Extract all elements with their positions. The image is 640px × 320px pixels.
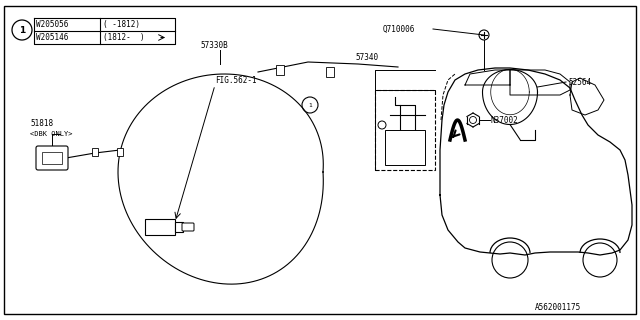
Bar	[42, 152, 62, 164]
Text: W205146: W205146	[36, 33, 68, 42]
Bar	[276, 65, 284, 75]
Bar	[145, 219, 175, 235]
Text: Q710006: Q710006	[383, 25, 415, 34]
Text: 52564: 52564	[568, 77, 591, 86]
Text: 1: 1	[308, 102, 312, 108]
Text: ( -1812): ( -1812)	[103, 20, 140, 29]
Bar	[385, 130, 425, 165]
Text: 51818: 51818	[30, 118, 53, 127]
Text: <DBK ONLY>: <DBK ONLY>	[30, 131, 72, 137]
Text: 57330B: 57330B	[200, 41, 228, 50]
Text: A562001175: A562001175	[535, 302, 581, 311]
Bar	[175, 222, 183, 232]
Bar	[375, 90, 435, 170]
Text: 1: 1	[19, 26, 25, 35]
Text: 57340: 57340	[355, 52, 378, 61]
Bar	[117, 148, 123, 156]
Text: (1812-  ): (1812- )	[103, 33, 145, 42]
Text: N37002: N37002	[490, 116, 518, 124]
Bar	[326, 67, 334, 77]
FancyBboxPatch shape	[182, 223, 194, 231]
FancyBboxPatch shape	[36, 146, 68, 170]
Text: FIG.562-1: FIG.562-1	[215, 76, 257, 84]
Bar	[92, 148, 98, 156]
Text: W205056: W205056	[36, 20, 68, 29]
